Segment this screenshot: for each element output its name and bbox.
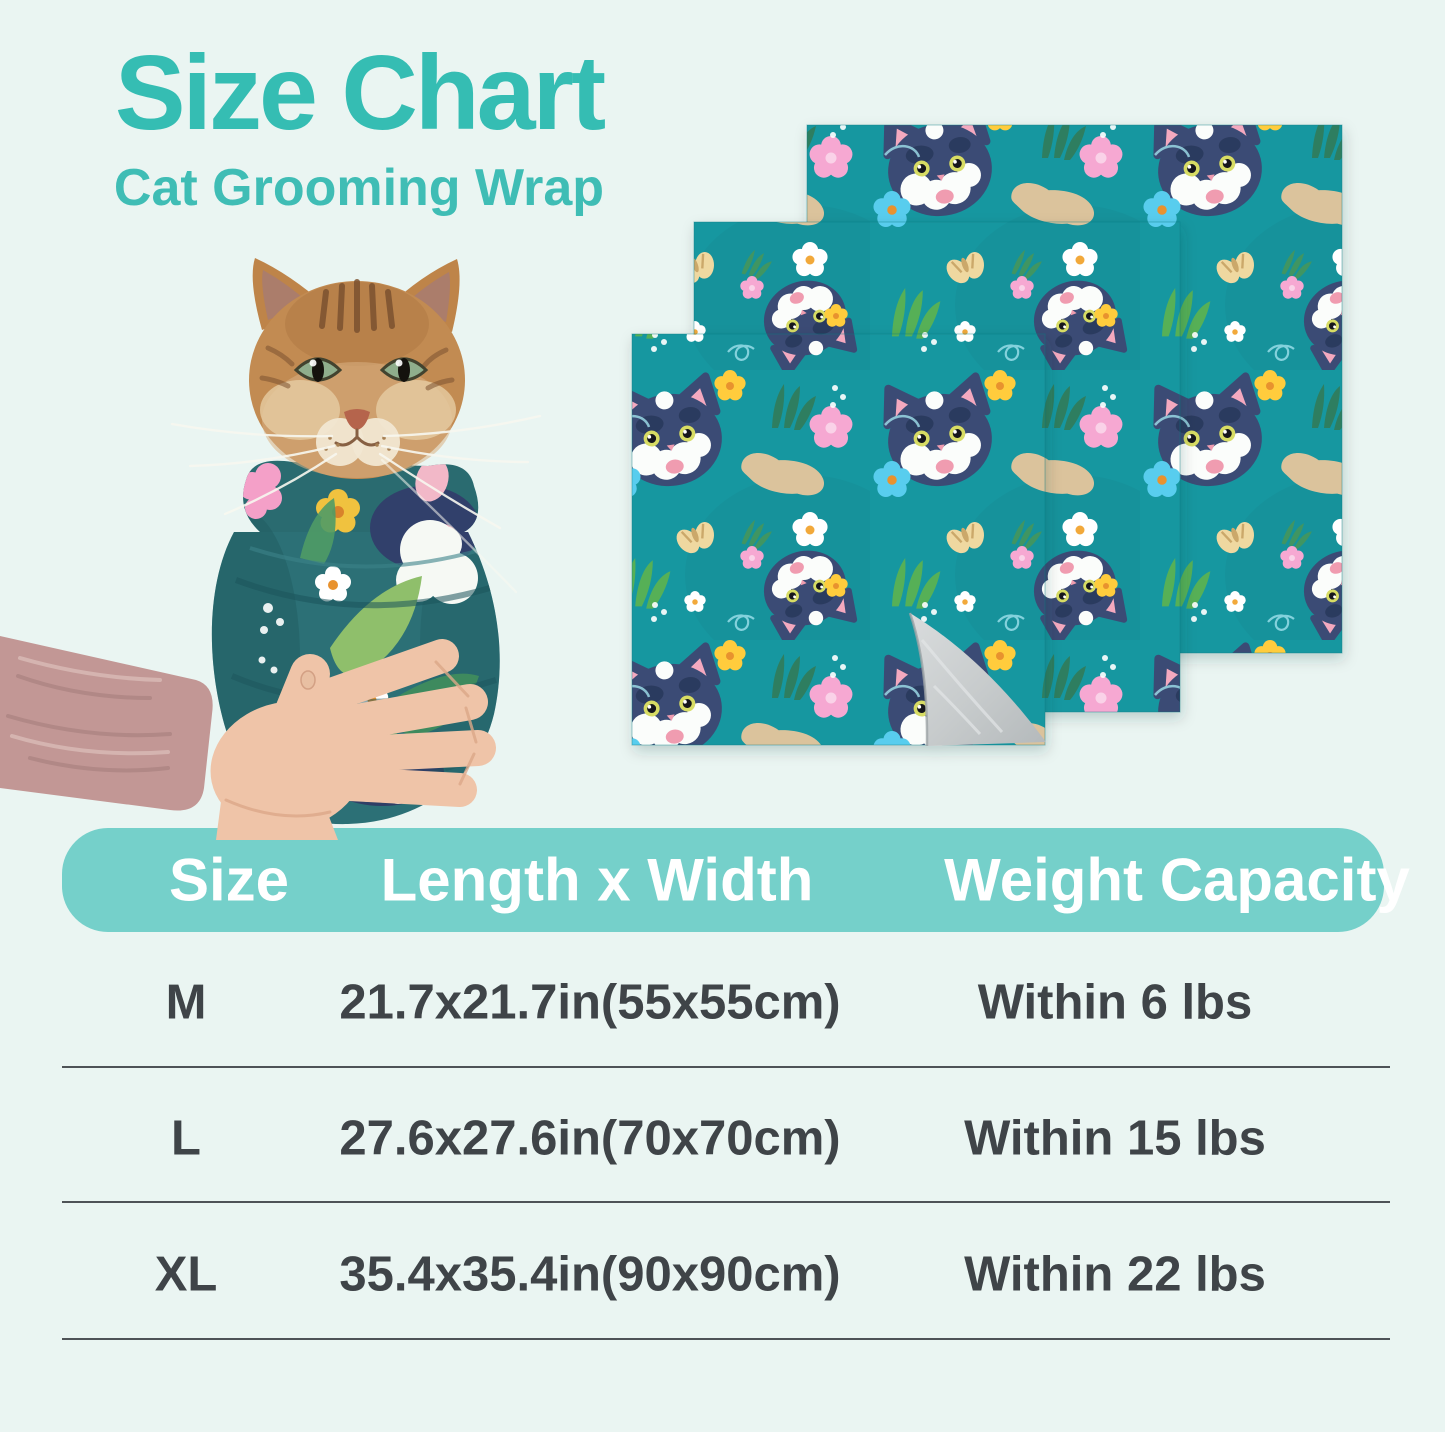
cell-size: M (165, 975, 207, 1030)
cell-dimensions: 27.6x27.6in(70x70cm) (339, 1110, 841, 1165)
fabric-swatches-illustration (631, 124, 1343, 747)
page-title: Size Chart (114, 34, 606, 152)
cell-size: L (171, 1110, 201, 1165)
cell-capacity: Within 15 lbs (964, 1110, 1266, 1165)
table-header-row: Size Length x Width Weight Capacity (62, 828, 1410, 932)
cell-dimensions: 21.7x21.7in(55x55cm) (339, 975, 841, 1030)
cell-capacity: Within 22 lbs (964, 1246, 1266, 1301)
title-block: Size Chart Cat Grooming Wrap (86, 40, 632, 218)
cat-head (170, 258, 542, 594)
cat-photo-illustration (0, 258, 542, 840)
folded-corner-backing (910, 613, 1046, 746)
cell-dimensions: 35.4x35.4in(90x90cm) (339, 1246, 841, 1301)
header-col-dimensions: Length x Width (380, 846, 814, 914)
header-col-size: Size (168, 846, 290, 914)
table-row-m: M 21.7x21.7in(55x55cm) Within 6 lbs (62, 932, 1390, 1068)
header-col-capacity: Weight Capacity (944, 846, 1410, 914)
cell-capacity: Within 6 lbs (977, 975, 1253, 1030)
table-row-xl: XL 35.4x35.4in(90x90cm) Within 22 lbs (62, 1203, 1390, 1340)
holding-hand (210, 639, 496, 840)
table-body: M 21.7x21.7in(55x55cm) Within 6 lbs L 27… (62, 932, 1390, 1340)
cat-whiskers (170, 414, 542, 594)
table-row-l: L 27.6x27.6in(70x70cm) Within 15 lbs (62, 1068, 1390, 1203)
page-subtitle: Cat Grooming Wrap (113, 159, 605, 217)
sleeved-arm (0, 636, 213, 811)
cell-size: XL (154, 1246, 218, 1301)
fabric-square-m (631, 333, 1046, 747)
